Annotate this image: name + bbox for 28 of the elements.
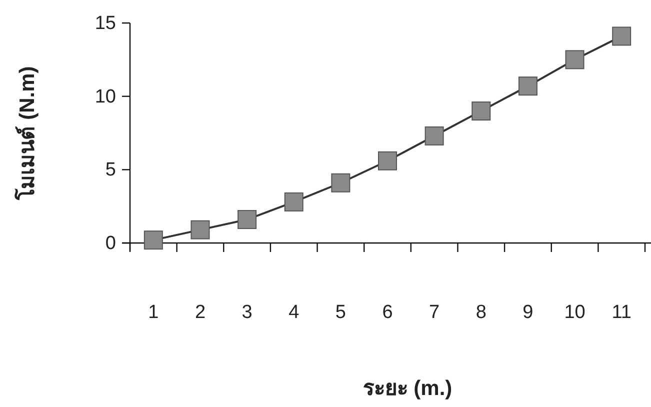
- x-tick-label: 5: [335, 302, 346, 323]
- x-tick-label: 1: [148, 302, 159, 323]
- point: [424, 126, 444, 146]
- x-tick-label: 8: [476, 302, 486, 323]
- point: [238, 210, 257, 230]
- point: [518, 76, 538, 96]
- x-tick-label: 6: [382, 302, 393, 323]
- y-tick-label: 0: [105, 233, 116, 254]
- y-tick-label: 5: [105, 160, 116, 181]
- point: [378, 151, 397, 170]
- x-tick-label: 4: [288, 302, 300, 323]
- y-tick-label: 10: [94, 86, 116, 108]
- x-tick-label: 11: [612, 302, 632, 323]
- x-tick-label: 9: [522, 302, 534, 323]
- point: [331, 173, 350, 192]
- x-tick-label: 10: [564, 302, 586, 323]
- point: [144, 230, 163, 250]
- point: [565, 50, 584, 70]
- x-tick-label: 7: [429, 302, 440, 323]
- point: [190, 220, 210, 240]
- x-axis-title: ระยะ (m.): [362, 377, 452, 400]
- point: [472, 102, 491, 120]
- point: [612, 26, 632, 46]
- x-tick-label: 2: [194, 302, 206, 323]
- x-tick-label: 3: [242, 302, 252, 323]
- y-tick-label: 15: [94, 13, 116, 34]
- y-axis-title: โมเมนต์ (N.m): [14, 66, 39, 201]
- point: [284, 192, 304, 212]
